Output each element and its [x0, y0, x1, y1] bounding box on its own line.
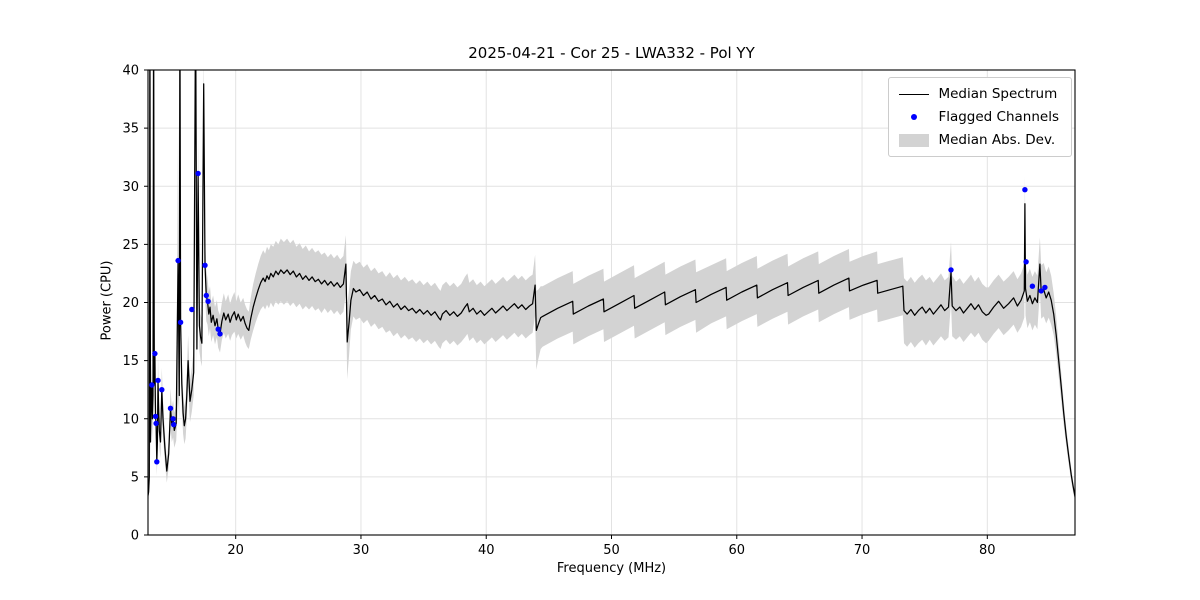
flagged-channel-dot: [1042, 284, 1048, 291]
flagged-channel-dot: [167, 405, 174, 411]
x-tick-label: 40: [478, 543, 495, 558]
flagged-channel-dot: [152, 350, 158, 357]
legend-item-median-spectrum: Median Spectrum: [899, 86, 1059, 102]
x-tick-label: 70: [854, 543, 871, 558]
legend-label-median-spectrum: Median Spectrum: [938, 86, 1058, 102]
y-axis-label: Power (CPU): [99, 260, 115, 341]
flagged-channel-dot: [175, 257, 181, 264]
flagged-channel-dot: [171, 421, 177, 428]
median-spectrum-line: [148, 70, 1075, 497]
legend-item-flagged-channels: Flagged Channels: [899, 109, 1059, 125]
flagged-channel-dot: [149, 382, 155, 388]
flagged-channel-dot: [217, 331, 223, 337]
flagged-channel-dot: [203, 292, 209, 299]
flagged-channel-dot: [205, 298, 211, 304]
flagged-channel-dot: [189, 306, 195, 313]
mad-band-patch-icon: [899, 133, 930, 147]
flagged-channel-dot: [154, 459, 160, 465]
tick-labels: 20 30 40 50 60 70 80 0 5 10 15 20 25 30 35 40: [122, 64, 995, 559]
flagged-channel-dot: [1038, 288, 1044, 294]
legend-label-mad: Median Abs. Dev.: [938, 132, 1056, 148]
flagged-channel-dot: [195, 170, 201, 177]
flagged-channel-dot: [1023, 259, 1029, 265]
y-tick-label: 5: [131, 470, 139, 485]
x-tick-label: 50: [603, 543, 620, 558]
legend-label-flagged-channels: Flagged Channels: [938, 109, 1059, 125]
x-tick-label: 20: [227, 543, 244, 558]
flagged-channel-dot: [1022, 187, 1028, 193]
flagged-channel-dot: [153, 420, 159, 427]
flagged-channel-dot: [1029, 283, 1036, 289]
flagged-channels-dots: [149, 170, 1048, 465]
tick-marks: [144, 69, 988, 539]
y-tick-label: 35: [122, 122, 139, 137]
y-tick-label: 20: [122, 296, 139, 311]
legend: Median Spectrum Flagged Channels Median …: [888, 77, 1072, 157]
flagged-channel-dot: [159, 387, 165, 393]
y-tick-label: 0: [131, 529, 139, 544]
x-tick-label: 60: [728, 543, 745, 558]
y-tick-label: 25: [122, 238, 139, 253]
flagged-channel-dot: [177, 319, 184, 325]
flagged-channel-dot: [215, 326, 221, 332]
flagged-channel-dot: [948, 267, 954, 273]
flagged-channel-dot: [152, 413, 159, 420]
legend-item-mad: Median Abs. Dev.: [899, 132, 1059, 148]
flagged-channels-dot-icon: [899, 114, 929, 120]
y-tick-label: 15: [122, 354, 139, 369]
x-tick-label: 30: [353, 543, 370, 558]
x-axis-label: Frequency (MHz): [556, 561, 667, 576]
median-spectrum-line-icon: [899, 93, 930, 95]
y-tick-label: 30: [122, 180, 139, 195]
flagged-channel-dot: [155, 377, 161, 384]
flagged-channel-dot: [170, 416, 176, 422]
y-tick-label: 40: [122, 64, 139, 79]
y-tick-label: 10: [122, 412, 139, 427]
mad-band: [148, 70, 1075, 502]
x-tick-label: 80: [979, 543, 996, 558]
flagged-channel-dot: [202, 262, 208, 268]
chart-title: 2025-04-21 - Cor 25 - LWA332 - Pol YY: [468, 44, 755, 62]
